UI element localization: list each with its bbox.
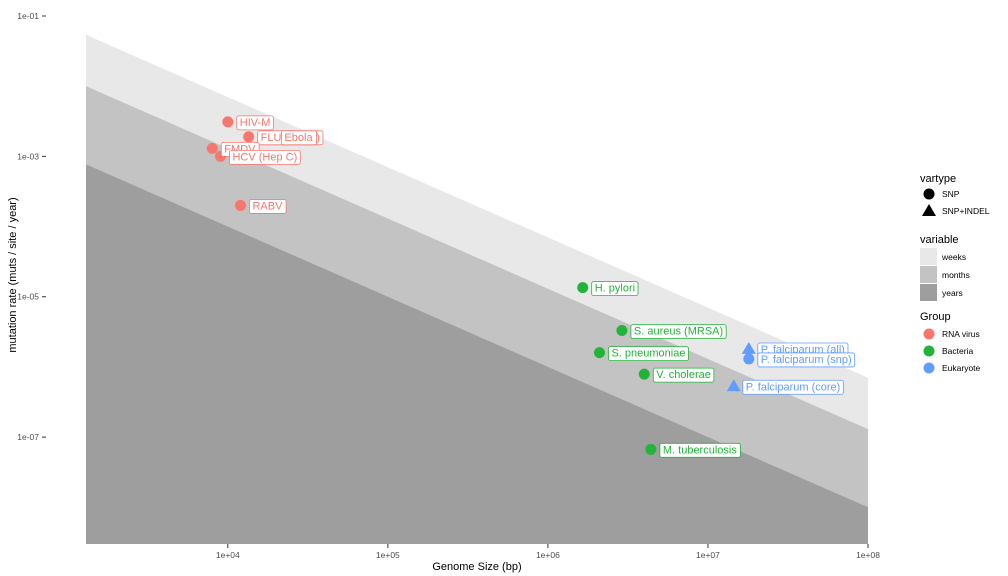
legend-key-swatch: [920, 266, 937, 283]
legend-key-swatch: [920, 284, 937, 301]
point-label: V. cholerae: [656, 369, 711, 381]
points: [206, 116, 756, 455]
data-point: [743, 353, 755, 365]
point-label-background: [742, 379, 844, 395]
point-label: M. tuberculosis: [663, 444, 737, 456]
x-tick-label: 1e+06: [536, 550, 560, 560]
point-label-box: H. pylori: [591, 281, 639, 296]
point-label-background: [608, 346, 689, 362]
point-label-box: RABV: [249, 199, 287, 214]
point-label: S. aureus (MRSA): [634, 326, 723, 338]
point-label-background: [281, 130, 317, 146]
point-label: H. pylori: [595, 283, 635, 295]
axes: 1e+04 1e+05 1e+06 1e+07 1e+08 1e-01 1e-03 1e-05…: [17, 11, 880, 560]
y-tick-label: 1e-03: [17, 151, 39, 161]
data-point: [206, 142, 218, 154]
y-axis-title: mutation rate (muts / site / year): [7, 197, 19, 352]
x-tick-label: 1e+08: [856, 550, 880, 560]
data-point: [234, 199, 246, 211]
legend-label-group: Bacteria: [942, 346, 973, 356]
point-label-box: P. falciparum (core): [742, 379, 844, 395]
data-point: [638, 368, 650, 380]
point-label-box: V. cholerae: [652, 367, 715, 383]
point-label-box: Ebola: [281, 130, 317, 146]
point-label-box: S. pneumoniae: [608, 346, 689, 362]
data-point-triangle: [741, 342, 756, 354]
legend-key-group: [923, 328, 935, 340]
legend: vartype SNP SNP+INDEL variable weeks months ye…: [920, 173, 990, 374]
point-label: P. falciparum (core): [746, 381, 841, 393]
point-label: S. pneumoniae: [611, 348, 685, 360]
point-label-background: [757, 352, 856, 368]
legend-label-variable: weeks: [941, 252, 966, 262]
x-tick-label: 1e+05: [376, 550, 400, 560]
point-label-box: S. aureus (MRSA): [630, 324, 727, 339]
y-tick-label: 1e-05: [17, 292, 39, 302]
y-tick-label: 1e-01: [17, 11, 39, 21]
data-point: [243, 131, 255, 143]
x-tick-label: 1e+04: [216, 550, 240, 560]
legend-label-group: Eukaryote: [942, 363, 981, 373]
x-tick-label: 1e+07: [696, 550, 720, 560]
point-label: RABV: [252, 200, 283, 212]
legend-key-group: [923, 345, 935, 357]
legend-key-triangle: [922, 204, 936, 216]
point-label: HCV (Hep C): [232, 151, 297, 163]
legend-label-vartype: SNP: [942, 189, 960, 199]
legend-title-variable: variable: [920, 234, 959, 246]
legend-label-variable: months: [942, 270, 970, 280]
legend-key-circle: [923, 188, 935, 200]
point-label-background: [659, 442, 741, 458]
data-point: [645, 443, 657, 455]
data-point: [616, 325, 628, 337]
point-label-background: [591, 281, 639, 296]
legend-title-group: Group: [920, 311, 951, 323]
point-label-background: [249, 199, 287, 214]
legend-title-vartype: vartype: [920, 173, 956, 185]
point-label-background: [229, 149, 301, 165]
y-tick-label: 1e-07: [17, 432, 39, 442]
legend-key-swatch: [920, 248, 937, 265]
point-label: P. falciparum (snp): [761, 354, 852, 366]
point-label-background: [236, 115, 274, 131]
x-axis-title: Genome Size (bp): [432, 561, 521, 573]
point-label-background: [652, 367, 715, 383]
legend-key-group: [923, 362, 935, 374]
data-point: [577, 282, 589, 294]
legend-label-variable: years: [942, 288, 963, 298]
point-label-box: P. falciparum (snp): [757, 352, 856, 368]
point-label-box: M. tuberculosis: [659, 442, 741, 458]
point-label-background: [630, 324, 727, 339]
point-label-box: HCV (Hep C): [229, 149, 301, 165]
point-label-box: HIV-M: [236, 115, 274, 131]
point-label: HIV-M: [240, 117, 271, 129]
point-label: Ebola: [284, 132, 313, 144]
data-point: [222, 116, 234, 128]
data-point: [593, 347, 605, 359]
legend-label-group: RNA virus: [942, 329, 980, 339]
data-point-triangle: [726, 379, 741, 392]
legend-label-vartype: SNP+INDEL: [942, 206, 990, 216]
